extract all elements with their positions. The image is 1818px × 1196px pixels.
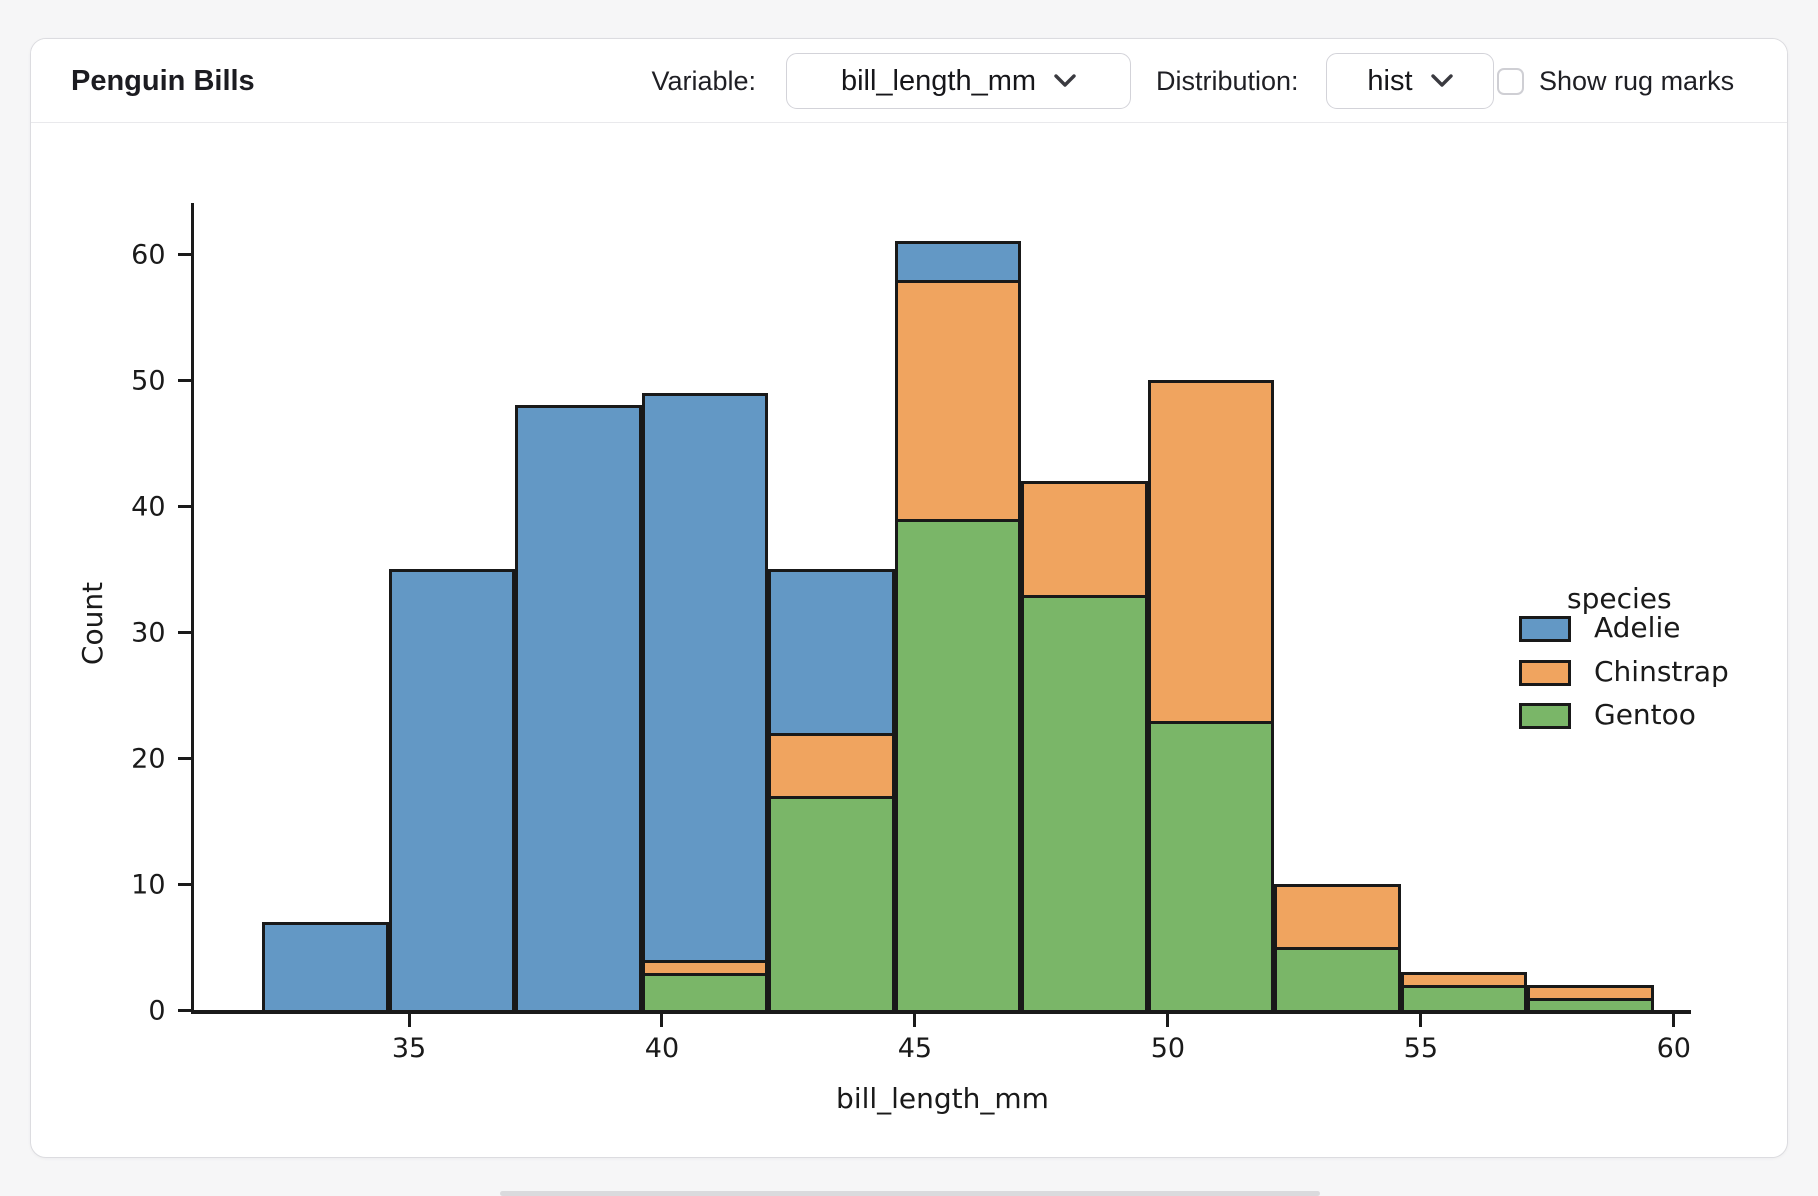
variable-dropdown[interactable]: bill_length_mm <box>786 53 1131 109</box>
y-tick-label: 40 <box>131 491 166 523</box>
y-tick <box>177 253 191 257</box>
bar-segment-adelie <box>894 241 1022 283</box>
bar-segment-chinstrap <box>1400 972 1528 989</box>
horizontal-scrollbar[interactable] <box>500 1191 1320 1196</box>
y-tick <box>177 631 191 634</box>
dashboard-card: Penguin Bills Variable: bill_length_mm D… <box>30 38 1788 1158</box>
bar-segment-gentoo <box>1147 720 1275 1014</box>
bar-segment-gentoo <box>768 795 895 1014</box>
y-tick-label: 50 <box>131 365 166 397</box>
legend-label-chinstrap: Chinstrap <box>1594 654 1729 688</box>
legend-title: species <box>1567 582 1672 615</box>
header-bar: Penguin Bills Variable: bill_length_mm D… <box>31 39 1787 123</box>
x-tick <box>1419 1013 1423 1027</box>
page-title: Penguin Bills <box>71 65 255 97</box>
bar-segment-gentoo <box>894 518 1022 1014</box>
y-tick-label: 10 <box>131 869 166 901</box>
bar-segment-gentoo <box>641 972 769 1014</box>
bar-segment-gentoo <box>1274 947 1401 1014</box>
y-tick <box>177 1009 191 1012</box>
show-rug-marks-label: Show rug marks <box>1539 66 1735 96</box>
y-tick <box>177 505 191 509</box>
distribution-dropdown-value: hist <box>1367 64 1413 97</box>
x-tick-label: 40 <box>644 1032 680 1064</box>
y-tick-label: 60 <box>131 239 166 271</box>
distribution-dropdown[interactable]: hist <box>1326 53 1494 109</box>
x-tick <box>407 1013 411 1027</box>
x-tick-label: 60 <box>1656 1032 1691 1064</box>
bar-segment-chinstrap <box>1274 884 1401 951</box>
y-tick <box>177 379 191 383</box>
show-rug-marks-checkbox[interactable] <box>1497 68 1524 95</box>
legend-swatch-gentoo <box>1519 703 1571 729</box>
bar-segment-gentoo <box>1021 594 1148 1014</box>
chevron-down-icon <box>1430 74 1453 87</box>
chevron-down-icon <box>1054 74 1076 87</box>
variable-label: Variable: <box>651 66 756 96</box>
x-tick-label: 35 <box>391 1032 427 1064</box>
bar-segment-chinstrap <box>1147 380 1275 724</box>
variable-dropdown-value: bill_length_mm <box>840 64 1037 97</box>
y-tick <box>177 883 191 886</box>
bar-segment-adelie <box>641 392 769 964</box>
bar-segment-chinstrap <box>894 279 1022 523</box>
x-axis-spine <box>190 1010 1691 1014</box>
legend-label-gentoo: Gentoo <box>1594 698 1696 731</box>
y-tick-label: 0 <box>148 995 166 1027</box>
legend-label-adelie: Adelie <box>1594 611 1681 644</box>
bar-segment-chinstrap <box>1021 480 1148 598</box>
y-tick <box>177 757 191 760</box>
x-tick <box>1672 1013 1676 1027</box>
x-tick-label: 55 <box>1403 1032 1439 1064</box>
distribution-label: Distribution: <box>1156 66 1299 96</box>
x-tick <box>1166 1013 1170 1027</box>
legend-swatch-adelie <box>1519 616 1571 642</box>
legend-swatch-chinstrap <box>1519 659 1571 686</box>
bar-segment-adelie <box>768 569 895 737</box>
x-tick-label: 45 <box>897 1032 933 1064</box>
x-tick <box>913 1013 917 1027</box>
x-tick <box>660 1013 664 1027</box>
bar-segment-adelie <box>262 921 389 1014</box>
bar-segment-chinstrap <box>1527 984 1654 1001</box>
y-tick-label: 30 <box>131 617 166 649</box>
bar-segment-adelie <box>388 569 516 1014</box>
bar-segment-adelie <box>515 405 642 1014</box>
bar-segment-chinstrap <box>768 732 895 800</box>
x-tick-label: 50 <box>1150 1032 1186 1064</box>
y-axis-spine <box>190 203 194 1014</box>
y-tick-label: 20 <box>131 743 166 775</box>
x-axis-title: bill_length_mm <box>836 1082 1049 1115</box>
histogram-plot: Count bill_length_mm 0 10 20 30 40 50 60 35 40 45… <box>31 39 1787 1157</box>
